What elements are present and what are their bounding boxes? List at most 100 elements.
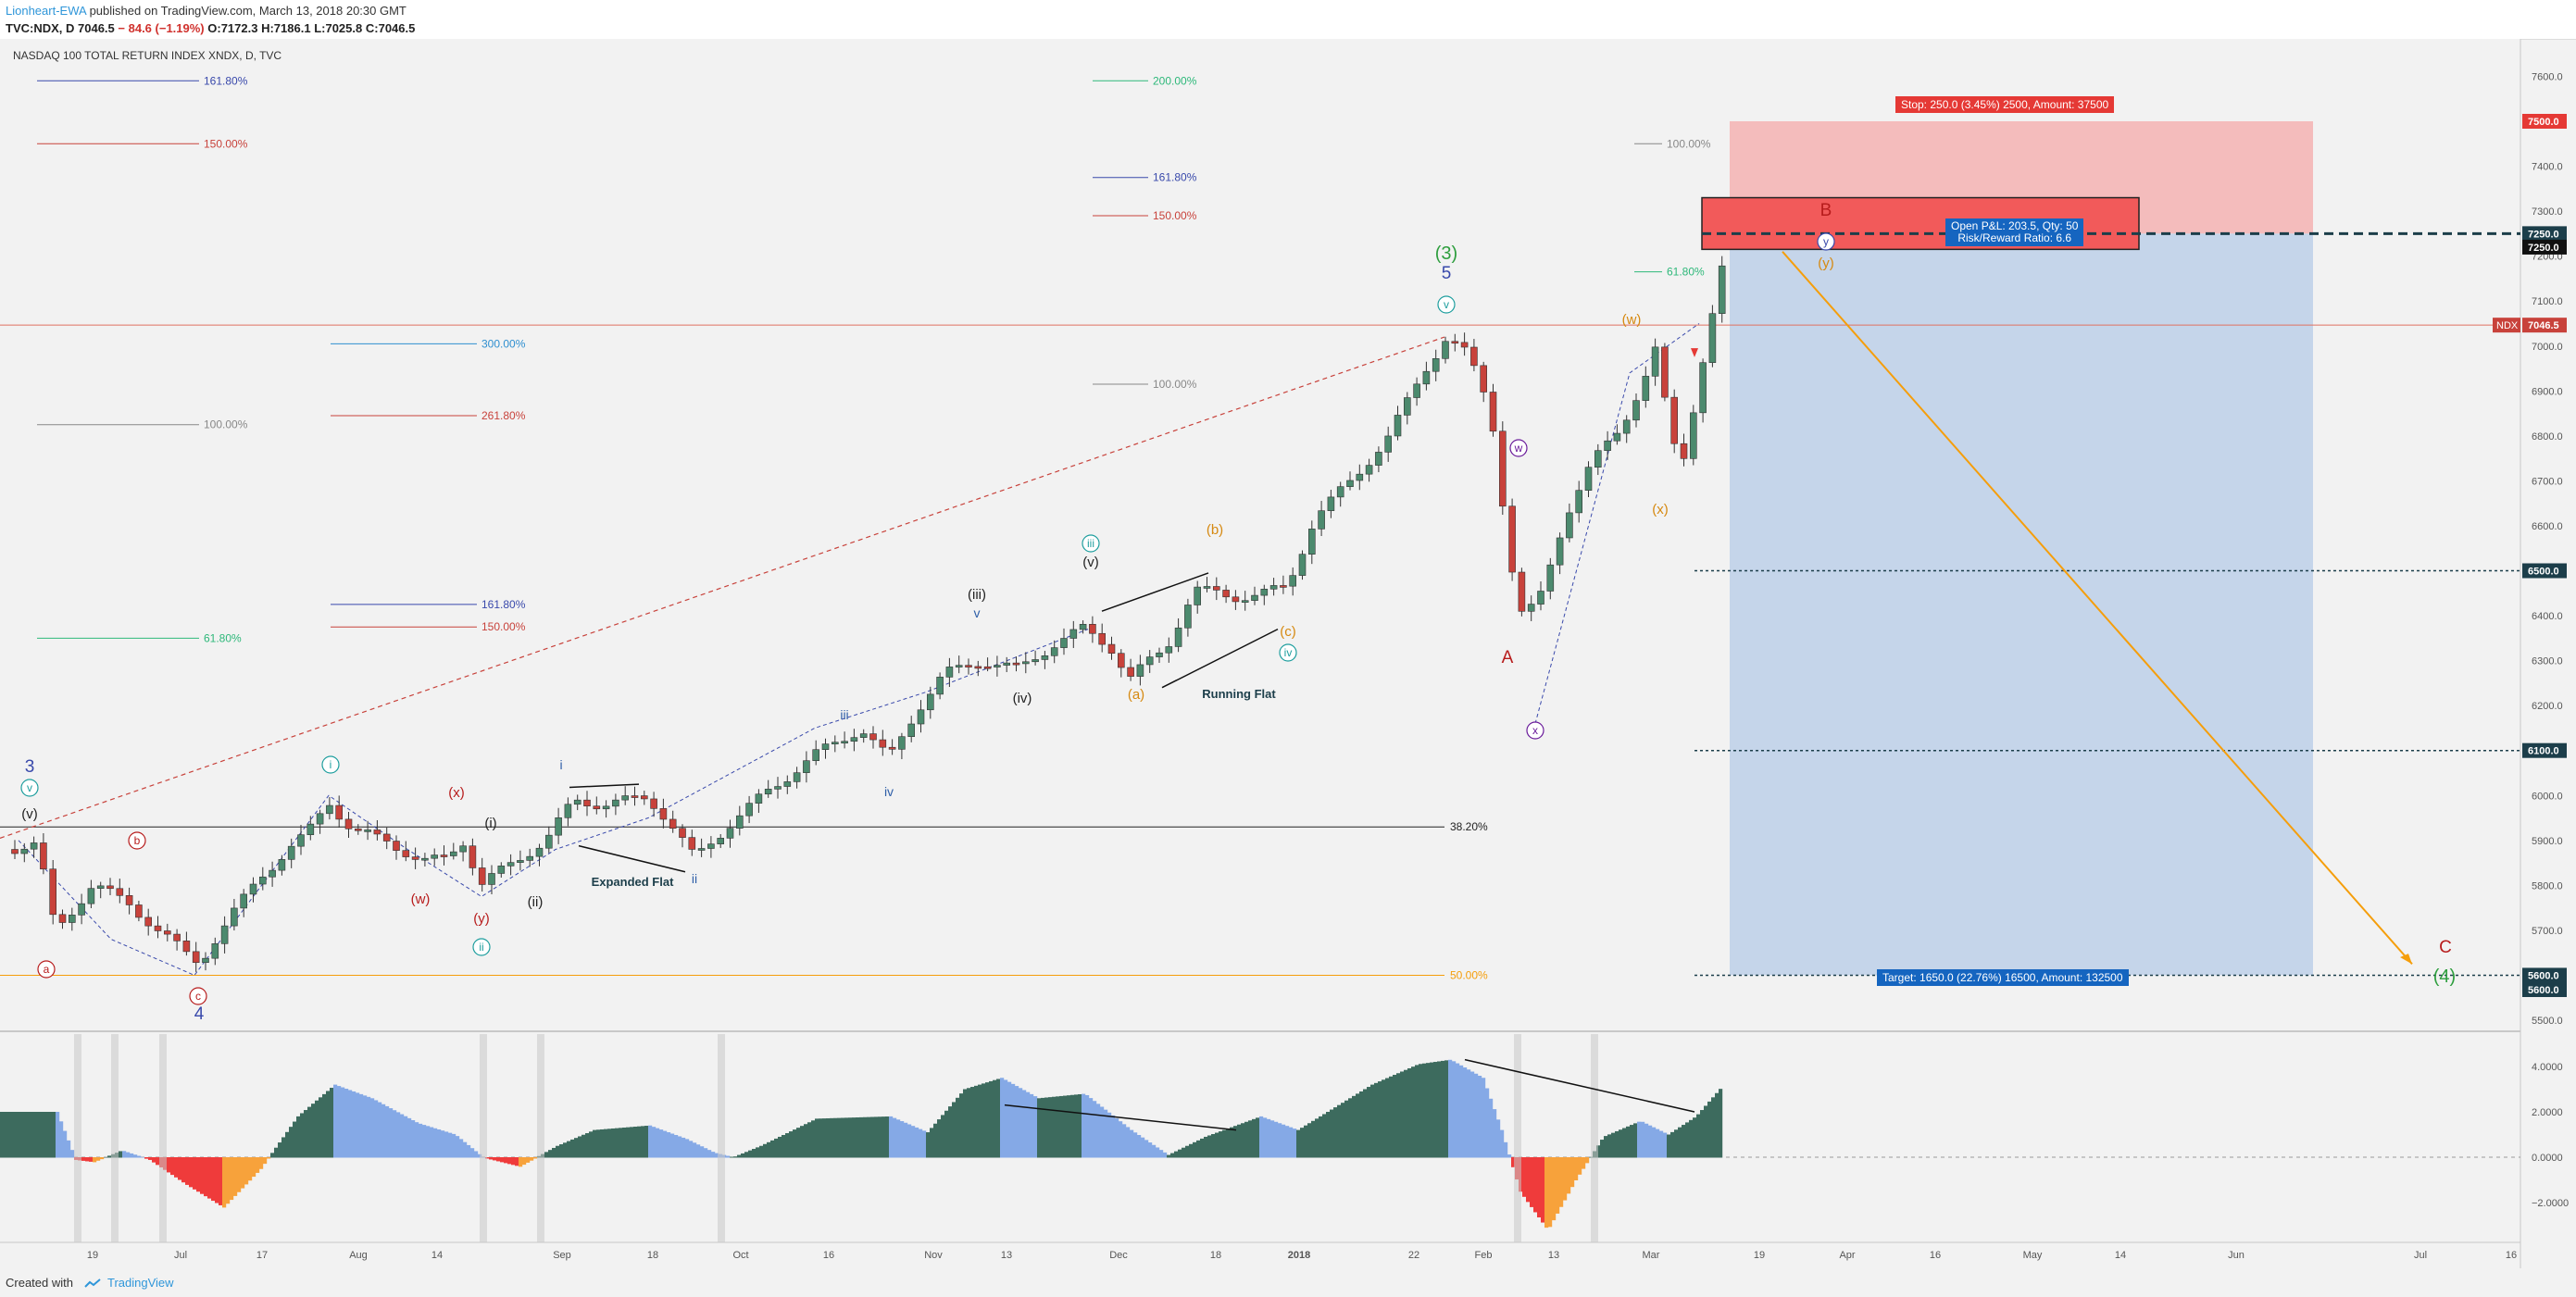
osc-bar-157 — [581, 1134, 586, 1158]
osc-bar-334 — [1237, 1124, 1242, 1158]
osc-bar-37 — [137, 1155, 142, 1158]
fib-label-2: 300.00% — [481, 337, 526, 350]
wave-small-2: iii — [840, 707, 848, 722]
osc-bar-435 — [1611, 1132, 1616, 1158]
footer: Created with TradingView — [0, 1268, 2576, 1297]
osc-bar-155 — [574, 1138, 579, 1158]
osc-bar-154 — [570, 1139, 575, 1158]
osc-bar-347 — [1285, 1126, 1290, 1158]
osc-bar-343 — [1270, 1120, 1275, 1158]
chart-canvas[interactable]: 161.80% 150.00% 300.00% 261.80% 100.00% 161.8… — [0, 39, 2576, 1268]
symbol-tag: NDX — [2496, 320, 2519, 331]
osc-bar-51 — [189, 1157, 194, 1188]
candle-body-86 — [831, 742, 839, 744]
wave-circled-5-ring — [472, 938, 491, 956]
osc-bar-65 — [241, 1157, 245, 1189]
osc-bar-224 — [830, 1117, 834, 1158]
osc-bar-297 — [1100, 1106, 1105, 1158]
osc-bar-160 — [593, 1129, 597, 1158]
osc-bar-391 — [1448, 1059, 1453, 1158]
osc-bar-199 — [737, 1154, 742, 1158]
osc-bar-122 — [452, 1133, 456, 1158]
candle-body-57 — [555, 817, 562, 836]
osc-bar-317 — [1174, 1151, 1179, 1158]
x-tick-19: Apr — [1839, 1250, 1855, 1261]
x-tick-15: Feb — [1475, 1250, 1493, 1261]
wave-paren-2: (i) — [484, 816, 496, 831]
wave-circled-11-ring — [1817, 232, 1835, 251]
candle-body-105 — [1012, 662, 1020, 666]
osc-bar-417 — [1544, 1157, 1549, 1228]
osc-bar-241 — [893, 1117, 897, 1158]
candle-body-98 — [945, 667, 954, 678]
osc-bar-78 — [289, 1127, 294, 1158]
price-tag-6: 5600.0 — [2528, 970, 2559, 981]
candle-body-136 — [1308, 529, 1316, 555]
osc-bar-41 — [152, 1157, 156, 1163]
osc-bar-1 — [4, 1112, 8, 1158]
candle-body-116 — [1118, 653, 1125, 668]
osc-bar-270 — [1000, 1078, 1005, 1158]
candle-body-155 — [1489, 392, 1497, 432]
osc-bar-453 — [1678, 1127, 1682, 1158]
osc-bar-177 — [656, 1128, 660, 1158]
candle-body-135 — [1298, 554, 1307, 576]
osc-bar-91 — [337, 1086, 342, 1158]
osc-bar-75 — [278, 1142, 282, 1158]
osc-bar-441 — [1633, 1123, 1638, 1158]
osc-bar-253 — [937, 1119, 942, 1158]
osc-bar-420 — [1556, 1157, 1560, 1214]
wave-circled-10: x — [1532, 724, 1538, 737]
price-tag-bg-2 — [2522, 239, 2567, 255]
osc-bar-192 — [711, 1152, 716, 1158]
osc-bar-379 — [1404, 1069, 1408, 1158]
candle-body-122 — [1174, 627, 1182, 647]
osc-bar-338 — [1252, 1118, 1257, 1158]
osc-bar-216 — [800, 1126, 805, 1158]
tradingview-link[interactable]: TradingView — [107, 1276, 174, 1290]
osc-bar-98 — [363, 1095, 368, 1158]
osc-bar-13 — [48, 1112, 53, 1158]
osc-band-6 — [1514, 1034, 1521, 1242]
osc-bar-308 — [1141, 1137, 1145, 1158]
fib-label-11: 100.00% — [1153, 378, 1197, 391]
osc-bar-386 — [1430, 1062, 1434, 1158]
target-zone — [1730, 233, 2313, 976]
candle-body-96 — [926, 693, 934, 711]
candle-body-17 — [173, 933, 181, 942]
osc-bar-233 — [863, 1116, 868, 1158]
projection-arrowhead — [2400, 954, 2412, 965]
author-link[interactable]: Lionheart-EWA — [6, 4, 86, 18]
osc-bar-304 — [1126, 1127, 1131, 1158]
osc-bar-255 — [944, 1110, 949, 1158]
osc-bar-148 — [548, 1150, 553, 1158]
osc-bar-89 — [330, 1088, 334, 1158]
osc-bar-87 — [322, 1093, 327, 1158]
osc-bar-55 — [204, 1157, 208, 1197]
osc-bar-320 — [1185, 1145, 1190, 1158]
osc-bar-265 — [982, 1083, 986, 1158]
candle-body-142 — [1365, 465, 1373, 475]
osc-bar-423 — [1567, 1157, 1571, 1194]
osc-bar-187 — [693, 1142, 697, 1158]
rr-text: Risk/Reward Ratio: 6.6 — [1957, 231, 2072, 244]
wave-major-4: (4) — [2433, 967, 2456, 987]
osc-bar-275 — [1019, 1088, 1023, 1158]
osc-bar-169 — [626, 1127, 631, 1158]
osc-bar-207 — [767, 1141, 771, 1158]
osc-bar-81 — [300, 1113, 305, 1158]
x-tick-3: Aug — [349, 1250, 368, 1261]
candle-body-71 — [688, 837, 696, 850]
osc-bar-68 — [252, 1157, 256, 1178]
osc-bar-324 — [1200, 1138, 1205, 1158]
osc-bar-380 — [1407, 1067, 1412, 1158]
price-tag-1: 7250.0 — [2528, 229, 2559, 240]
wave-paren-6: (iii) — [968, 587, 986, 603]
osc-bar-399 — [1478, 1076, 1482, 1158]
osc-bar-248 — [919, 1129, 923, 1158]
osc-bar-442 — [1637, 1121, 1642, 1158]
projection-arrow — [1782, 251, 2413, 965]
osc-bar-447 — [1656, 1129, 1660, 1158]
candle-body-111 — [1069, 629, 1078, 639]
candle-body-33 — [326, 804, 333, 815]
